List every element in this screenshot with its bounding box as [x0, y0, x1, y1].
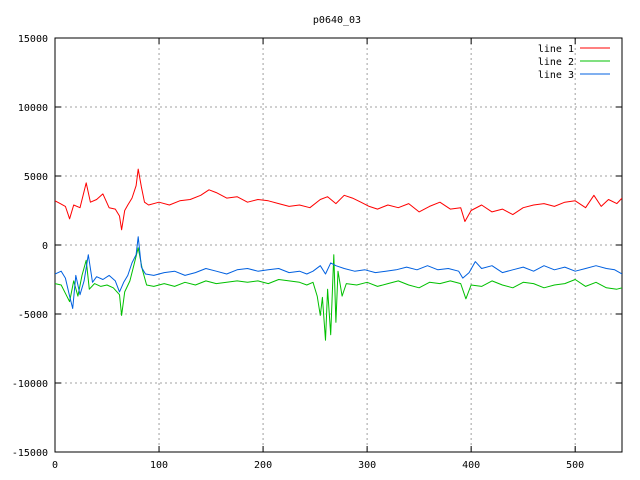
x-tick-label: 0 [52, 460, 58, 471]
x-tick-label: 300 [358, 460, 376, 471]
y-tick-label: 10000 [18, 103, 48, 114]
x-tick-label: 400 [462, 460, 480, 471]
y-tick-label: -5000 [18, 310, 48, 321]
legend-label-1: line 1 [538, 44, 574, 55]
series-line-3 [55, 236, 622, 309]
y-tick-label: 15000 [18, 34, 48, 45]
chart-title: p0640_03 [313, 15, 361, 26]
x-tick-label: 100 [150, 460, 168, 471]
y-tick-label: -15000 [12, 448, 48, 459]
y-tick-label: 0 [42, 241, 48, 252]
y-tick-label: -10000 [12, 379, 48, 390]
legend: line 1 line 2 line 3 [538, 44, 610, 81]
series-lines [55, 168, 622, 341]
legend-label-3: line 3 [538, 70, 574, 81]
y-tick-label: 5000 [24, 172, 48, 183]
x-tick-label: 500 [566, 460, 584, 471]
legend-label-2: line 2 [538, 57, 574, 68]
series-line-1 [55, 168, 622, 231]
grid-lines [55, 38, 622, 452]
x-tick-label: 200 [254, 460, 272, 471]
axes: 0 100 200 300 400 500 -15000 -10000 -5000 0 5000 10… [12, 34, 623, 471]
series-line-2 [55, 247, 622, 341]
